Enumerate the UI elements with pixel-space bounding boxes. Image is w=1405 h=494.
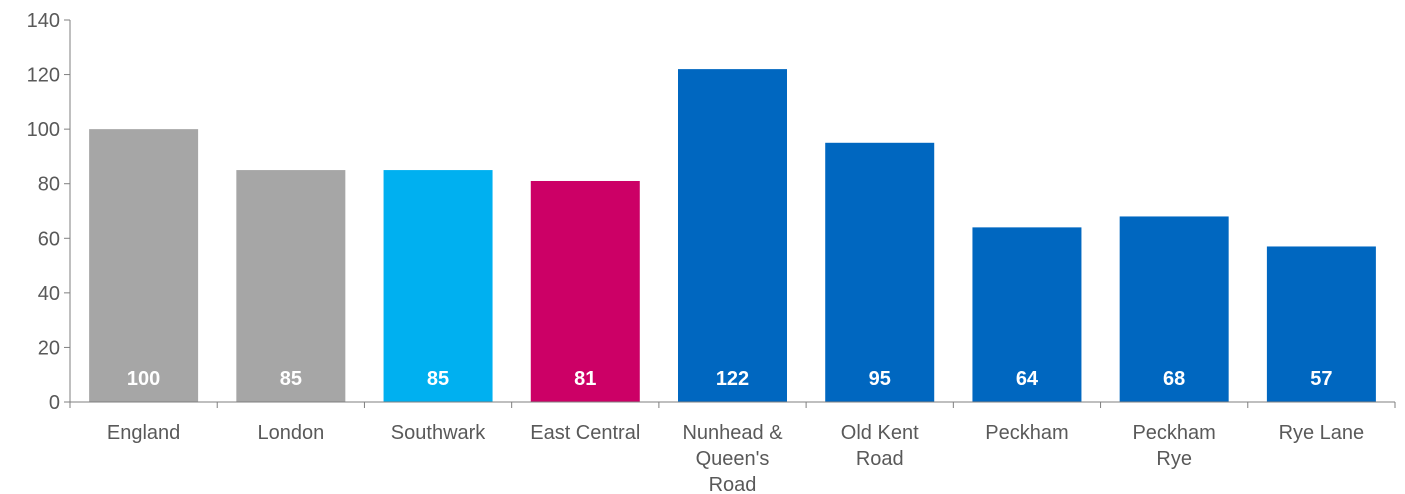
category-label: Old Kent bbox=[841, 422, 919, 444]
data-labels: 100 85 85 81 122 95 64 68 57 bbox=[127, 368, 1333, 390]
category-label: Peckham bbox=[985, 422, 1068, 444]
x-axis: England London Southwark East Central Nunhea… bbox=[69, 401, 1396, 494]
bar bbox=[383, 170, 493, 402]
bar-value-label: 64 bbox=[1016, 368, 1039, 390]
bar bbox=[236, 170, 346, 402]
bar-value-label: 57 bbox=[1310, 368, 1332, 390]
category-label: Rye Lane bbox=[1279, 422, 1365, 444]
category-label: East Central bbox=[530, 422, 640, 444]
bar-value-label: 85 bbox=[280, 368, 302, 390]
bar-value-label: 81 bbox=[574, 368, 596, 390]
category-label: Rye bbox=[1156, 448, 1192, 470]
y-tick-label: 80 bbox=[38, 174, 60, 196]
category-label: Nunhead & bbox=[682, 422, 783, 444]
y-tick-label: 40 bbox=[38, 283, 60, 305]
category-label: Road bbox=[709, 474, 757, 494]
category-label: Queen's bbox=[696, 448, 770, 470]
bar-value-label: 122 bbox=[716, 368, 749, 390]
bar bbox=[1119, 216, 1229, 402]
bar bbox=[678, 69, 787, 402]
bar bbox=[89, 129, 199, 402]
bar-value-label: 68 bbox=[1163, 368, 1185, 390]
y-tick-label: 120 bbox=[27, 65, 60, 87]
bars bbox=[89, 69, 1376, 403]
y-tick-label: 60 bbox=[38, 228, 60, 250]
bar-value-label: 100 bbox=[127, 368, 160, 390]
bar bbox=[825, 142, 935, 403]
category-label: Road bbox=[856, 448, 904, 470]
bar-value-label: 95 bbox=[869, 368, 891, 390]
y-tick-label: 100 bbox=[27, 119, 60, 141]
category-label: Peckham bbox=[1132, 422, 1215, 444]
category-label: London bbox=[257, 422, 324, 444]
y-tick-label: 0 bbox=[49, 392, 60, 414]
bar bbox=[530, 180, 640, 402]
category-label: Southwark bbox=[391, 422, 486, 444]
bar bbox=[1266, 246, 1376, 402]
y-tick-label: 140 bbox=[27, 10, 60, 32]
category-label: England bbox=[107, 422, 180, 444]
bar-value-label: 85 bbox=[427, 368, 449, 390]
bar bbox=[972, 227, 1082, 402]
y-axis: 0 20 40 60 80 100 120 140 bbox=[27, 10, 71, 414]
y-tick-label: 20 bbox=[38, 337, 60, 359]
